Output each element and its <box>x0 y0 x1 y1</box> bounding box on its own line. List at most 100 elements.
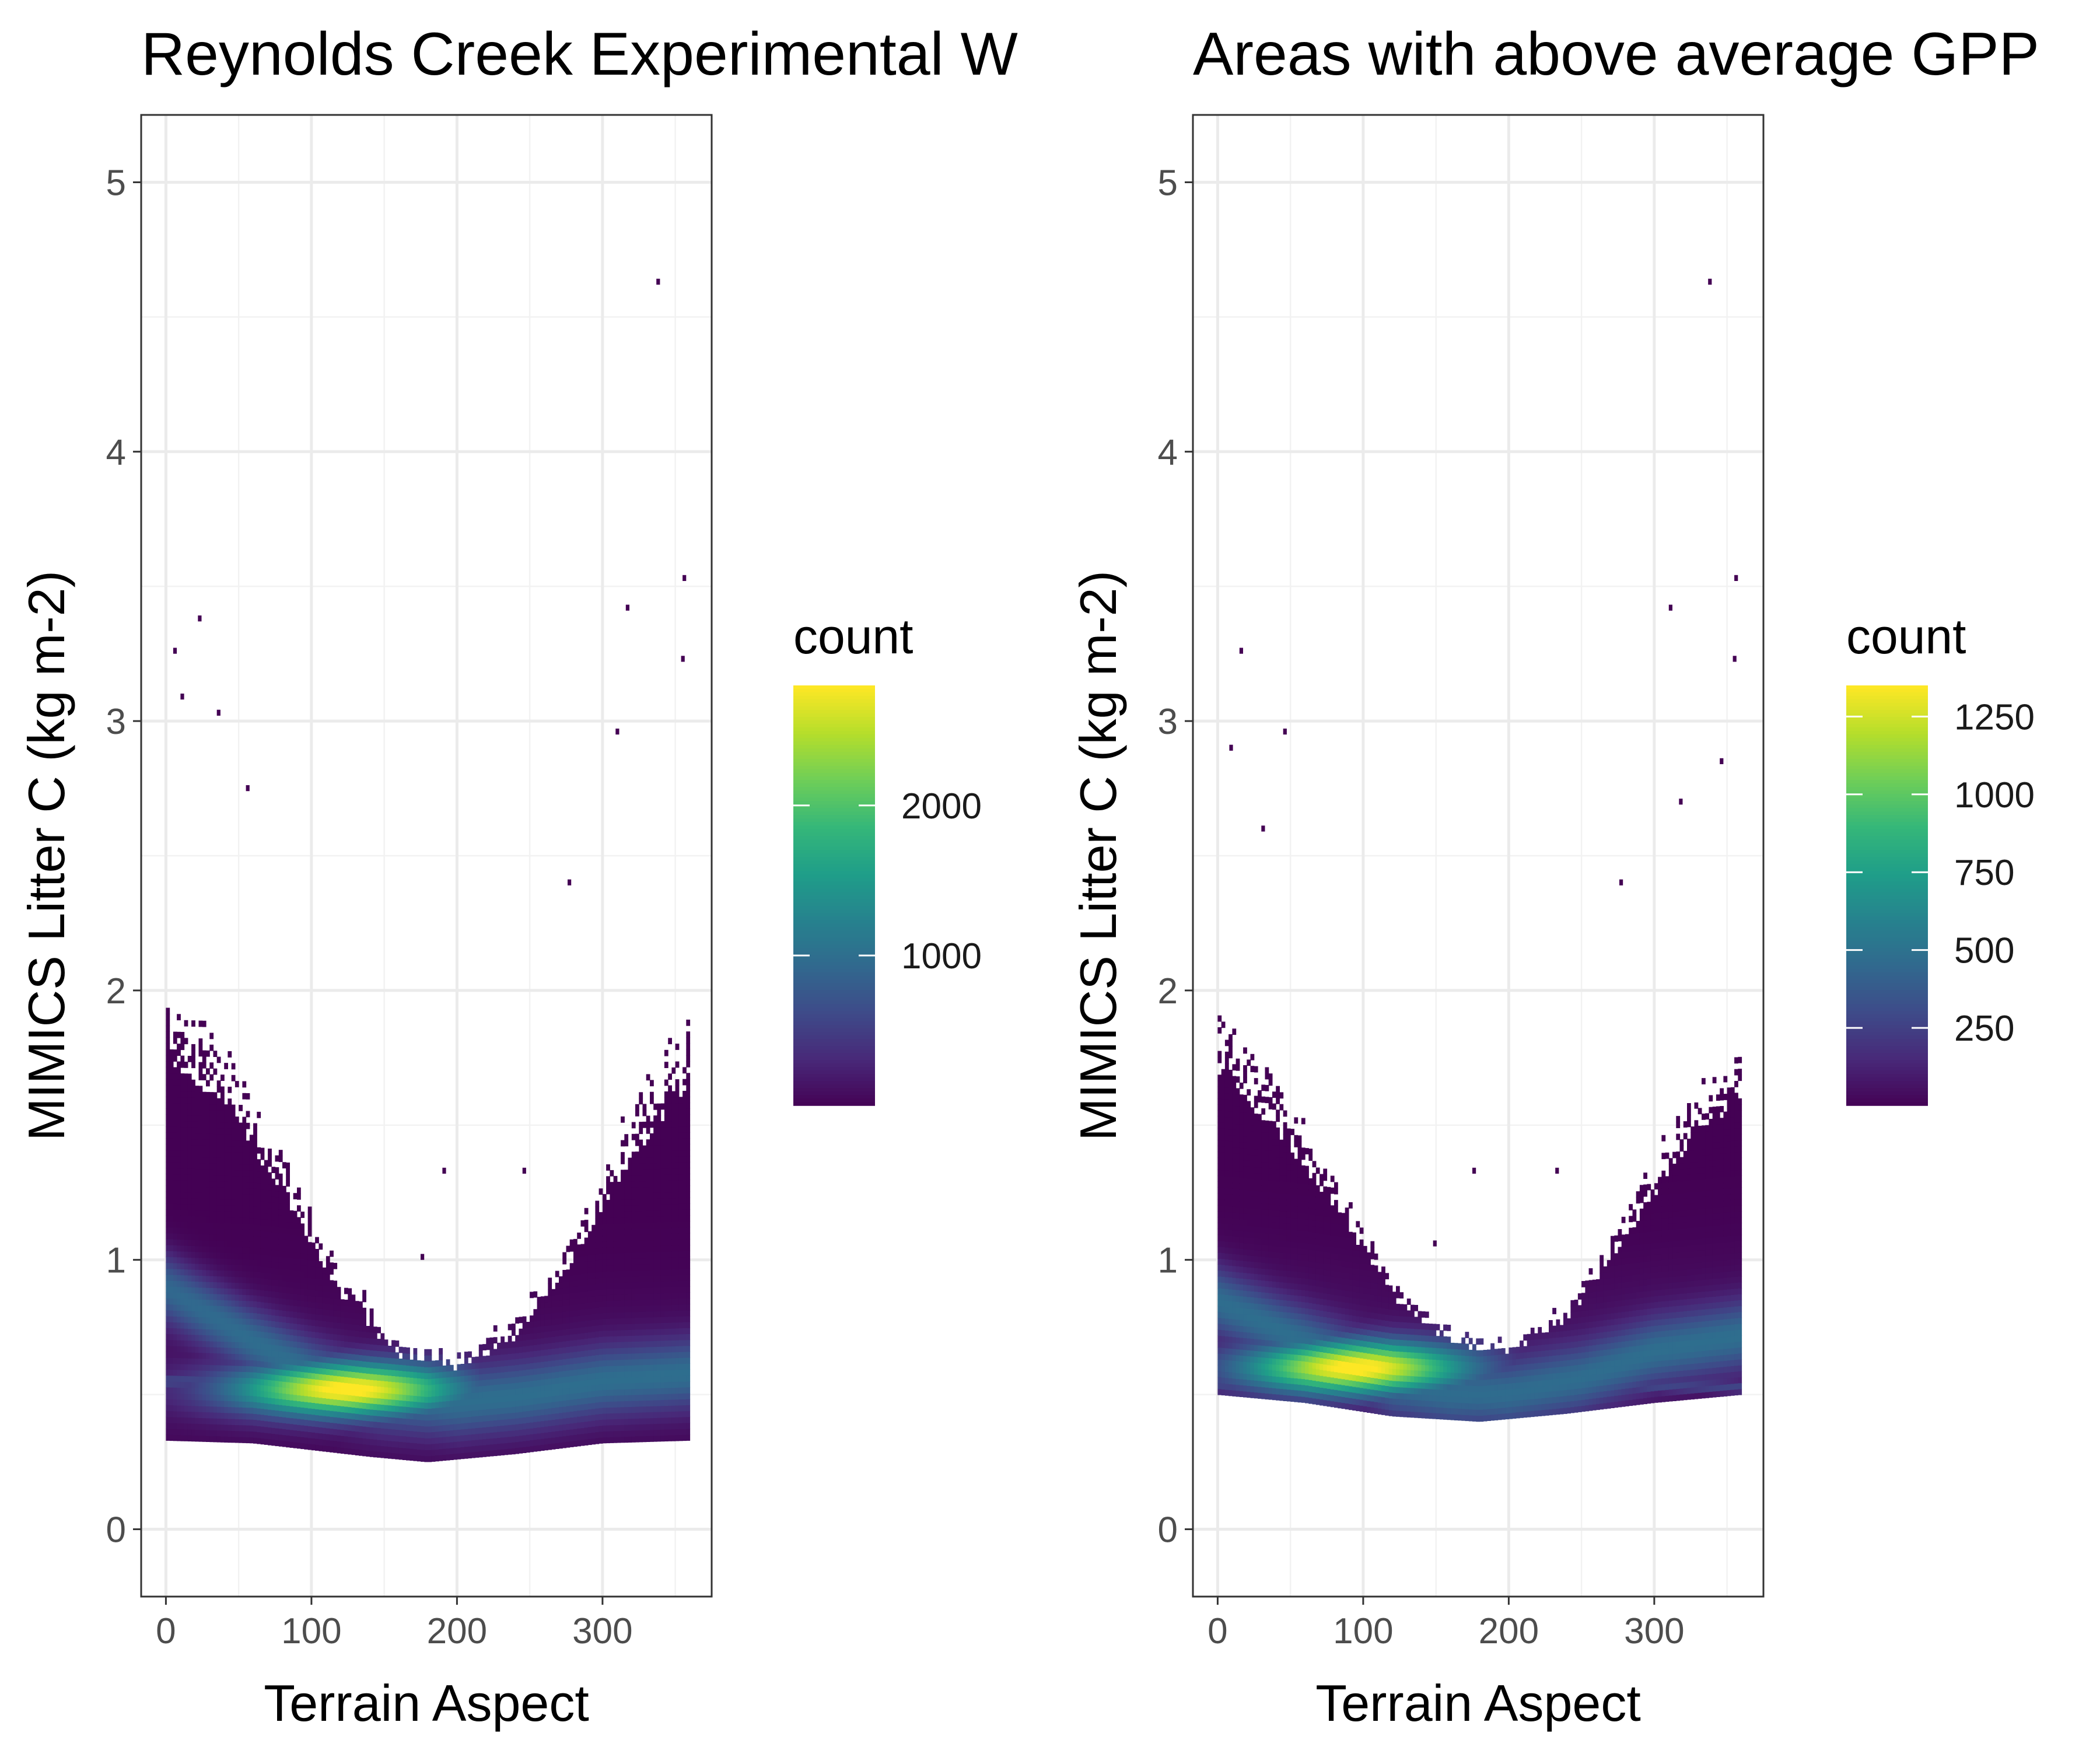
density-bin <box>271 1273 276 1280</box>
density-bin <box>475 1422 480 1429</box>
density-bin <box>449 1382 454 1390</box>
density-bin <box>660 1352 665 1359</box>
density-bin <box>300 1330 304 1337</box>
density-bin <box>537 1380 541 1387</box>
density-bin <box>508 1442 512 1449</box>
density-bin <box>377 1416 381 1422</box>
density-bin <box>613 1265 618 1272</box>
density-bin <box>526 1410 530 1418</box>
density-bin <box>330 1339 334 1346</box>
density-bin <box>512 1418 516 1425</box>
density-bin <box>559 1418 563 1425</box>
density-bin <box>508 1371 512 1378</box>
density-bin <box>442 1365 447 1372</box>
density-bin <box>337 1423 341 1430</box>
density-bin <box>497 1349 501 1355</box>
density-bin <box>653 1281 657 1288</box>
density-bin <box>530 1428 534 1434</box>
density-bin <box>231 1412 236 1419</box>
density-bin <box>187 1056 192 1062</box>
density-bin <box>439 1371 443 1378</box>
density-bin <box>202 1394 206 1401</box>
density-bin <box>624 1134 629 1140</box>
density-bin <box>198 1086 203 1093</box>
density-bin <box>377 1386 381 1393</box>
density-bin <box>195 1429 200 1436</box>
density-bin <box>482 1427 487 1434</box>
density-bin <box>537 1303 541 1309</box>
density-bin <box>293 1394 298 1401</box>
density-bin <box>348 1335 352 1342</box>
density-bin <box>257 1366 261 1373</box>
density-bin <box>184 1139 188 1145</box>
density-bin <box>300 1389 304 1396</box>
density-bin <box>610 1431 614 1437</box>
density-bin <box>369 1391 374 1398</box>
density-bin <box>278 1339 283 1346</box>
density-bin <box>610 1312 614 1319</box>
density-bin <box>482 1444 487 1451</box>
density-bin <box>220 1133 225 1140</box>
density-bin <box>202 1097 206 1104</box>
density-bin <box>213 1353 218 1360</box>
density-bin <box>202 1110 206 1116</box>
density-bin <box>213 1377 218 1383</box>
density-bin <box>271 1303 276 1310</box>
density-bin <box>395 1394 400 1401</box>
density-bin <box>300 1401 304 1408</box>
density-bin <box>206 1104 210 1110</box>
density-bin <box>300 1443 304 1450</box>
density-bin <box>191 1044 195 1051</box>
density-bin <box>650 1394 654 1401</box>
density-bin <box>351 1353 356 1360</box>
density-bin <box>235 1122 239 1129</box>
density-bin <box>602 1241 607 1248</box>
density-bin <box>562 1394 567 1401</box>
density-bin <box>501 1390 505 1396</box>
density-bin <box>177 1221 181 1228</box>
density-bin <box>209 1311 214 1318</box>
density-bin <box>304 1289 309 1296</box>
density-bin <box>540 1355 545 1362</box>
density-bin <box>293 1240 298 1247</box>
density-bin <box>300 1371 304 1378</box>
density-bin <box>569 1298 574 1306</box>
density-bin <box>373 1338 377 1345</box>
density-bin <box>424 1390 429 1397</box>
density-bin <box>249 1158 254 1165</box>
density-bin <box>642 1317 647 1324</box>
density-bin <box>628 1424 632 1431</box>
density-bin <box>540 1391 545 1398</box>
density-bin <box>289 1346 294 1353</box>
density-bin <box>249 1330 254 1337</box>
density-bin <box>598 1307 603 1314</box>
density-bin <box>191 1281 195 1288</box>
density-bin <box>278 1173 283 1180</box>
density-bin <box>322 1398 327 1405</box>
density-bin <box>442 1407 447 1413</box>
density-bin <box>293 1441 298 1448</box>
density-bin <box>191 1168 195 1175</box>
density-bin <box>213 1276 218 1283</box>
density-bin <box>184 1364 188 1370</box>
density-bin <box>642 1210 647 1217</box>
density-bin <box>289 1370 294 1377</box>
density-bin <box>191 1091 195 1098</box>
density-bin <box>173 1174 177 1181</box>
density-bin <box>187 1162 192 1169</box>
density-bin <box>369 1350 374 1357</box>
density-bin <box>344 1311 348 1318</box>
density-bin <box>224 1247 228 1253</box>
density-bin <box>191 1275 195 1282</box>
density-bin <box>191 1423 195 1430</box>
density-bin <box>559 1353 563 1360</box>
density-bin <box>246 1413 250 1420</box>
density-bin <box>198 1180 203 1187</box>
density-bin <box>304 1342 309 1349</box>
density-bin <box>177 1393 181 1400</box>
density-bin <box>384 1405 388 1411</box>
density-bin <box>533 1433 538 1440</box>
density-bin <box>610 1259 614 1266</box>
density-bin <box>187 1144 192 1152</box>
density-bin <box>216 1388 221 1395</box>
